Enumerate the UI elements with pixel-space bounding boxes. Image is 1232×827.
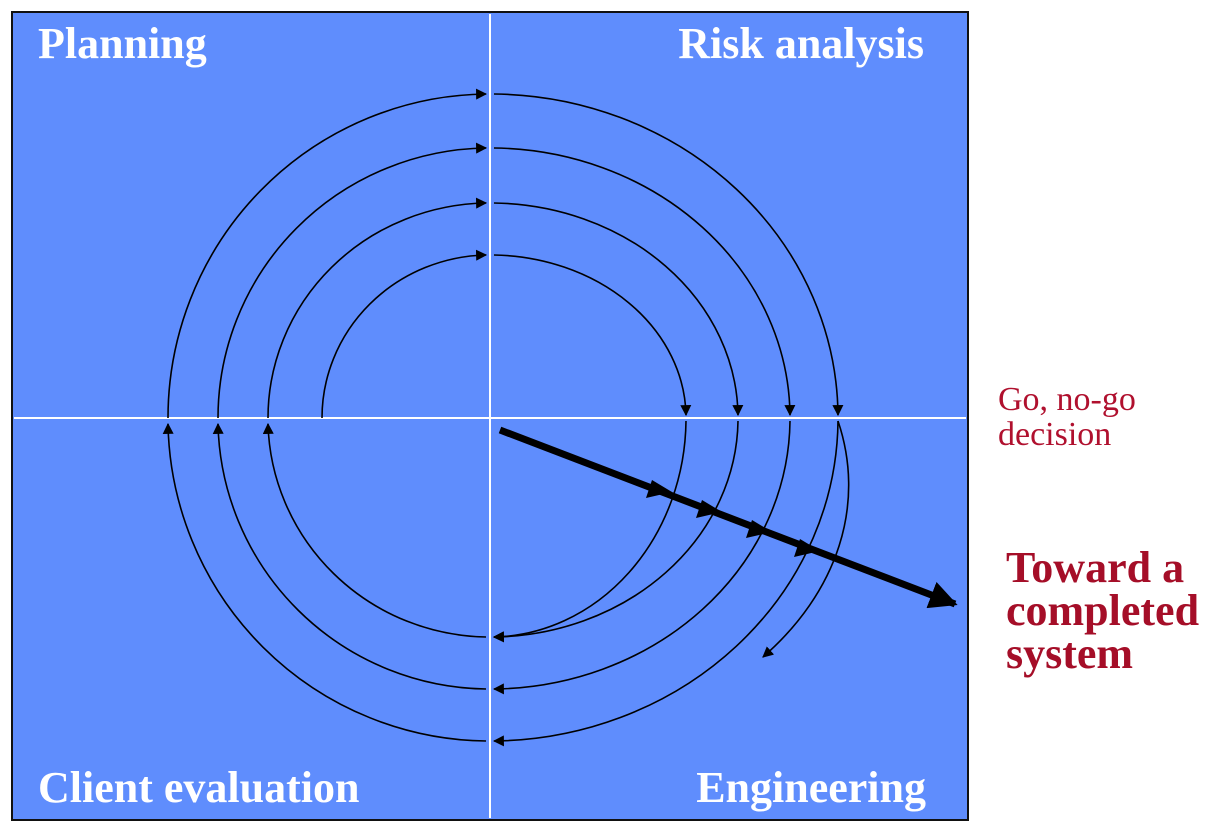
risk-arc-2 xyxy=(493,147,796,417)
completed-system-arrow xyxy=(498,426,958,609)
planning-arc-1 xyxy=(167,88,488,419)
progress-arrowhead-1 xyxy=(646,480,672,498)
quadrant-label-client-evaluation: Client evaluation xyxy=(38,763,360,812)
client-arc-2 xyxy=(212,422,487,690)
engineering-arc-1 xyxy=(492,420,839,747)
toward-completed-system-note: Toward a completed system xyxy=(1006,543,1200,678)
progress-arrowhead-3 xyxy=(746,520,772,538)
progress-arrow xyxy=(498,426,958,609)
go-nogo-line-1: Go, no-go xyxy=(998,381,1136,418)
risk-arc-1 xyxy=(493,93,844,417)
engineering-arc-3 xyxy=(492,420,739,643)
go-nogo-line-2: decision xyxy=(998,416,1112,453)
engineering-arc-2 xyxy=(492,420,791,695)
quadrant-label-planning: Planning xyxy=(38,19,207,68)
final-engineering-arc xyxy=(762,420,850,658)
progress-arrowhead-4 xyxy=(794,539,820,557)
planning-arc-3 xyxy=(267,197,488,419)
risk-arc-3 xyxy=(493,202,744,417)
planning-arc-2 xyxy=(217,142,488,419)
toward-line-1: Toward a xyxy=(1006,543,1185,592)
toward-line-3: system xyxy=(1006,629,1134,678)
toward-line-2: completed xyxy=(1006,586,1200,635)
quadrant-label-risk-analysis: Risk analysis xyxy=(678,19,924,68)
planning-arc-4 xyxy=(321,249,488,419)
progress-arrowhead-2 xyxy=(696,500,722,518)
risk-arc-4 xyxy=(493,254,692,417)
client-arc-3 xyxy=(262,422,487,638)
quadrant-label-engineering: Engineering xyxy=(696,763,926,812)
client-arc-1 xyxy=(162,422,487,742)
engineering-arc-inner xyxy=(492,420,687,643)
spiral-arcs xyxy=(162,88,850,747)
go-nogo-decision-note: Go, no-go decision xyxy=(998,382,1136,452)
